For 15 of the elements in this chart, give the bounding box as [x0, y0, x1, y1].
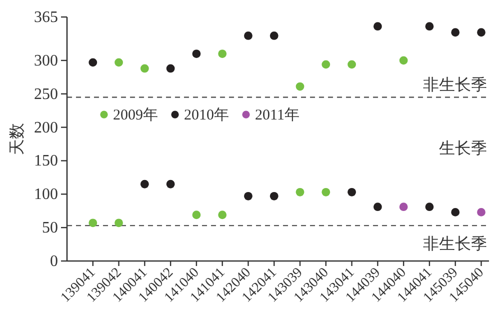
legend-label: 2011年 — [255, 106, 300, 124]
y-axis-title: 天数 — [9, 123, 26, 155]
annotation: 生长季 — [439, 140, 487, 158]
y-tick-label: 100 — [34, 186, 58, 204]
y-tick-label: 50 — [42, 220, 58, 237]
y-tick-label: 200 — [34, 119, 58, 136]
y-tick-label: 300 — [34, 52, 58, 70]
annotation: 非生长季 — [423, 76, 487, 94]
annotation: 非生长季 — [423, 234, 487, 253]
legend-label: 2010年 — [184, 106, 229, 124]
y-tick-label: 365 — [34, 9, 58, 26]
legend-label: 2009年 — [113, 106, 158, 124]
y-tick-label: 250 — [34, 86, 58, 103]
y-tick-label: 150 — [34, 152, 58, 170]
y-tick-label: 0 — [50, 253, 58, 270]
